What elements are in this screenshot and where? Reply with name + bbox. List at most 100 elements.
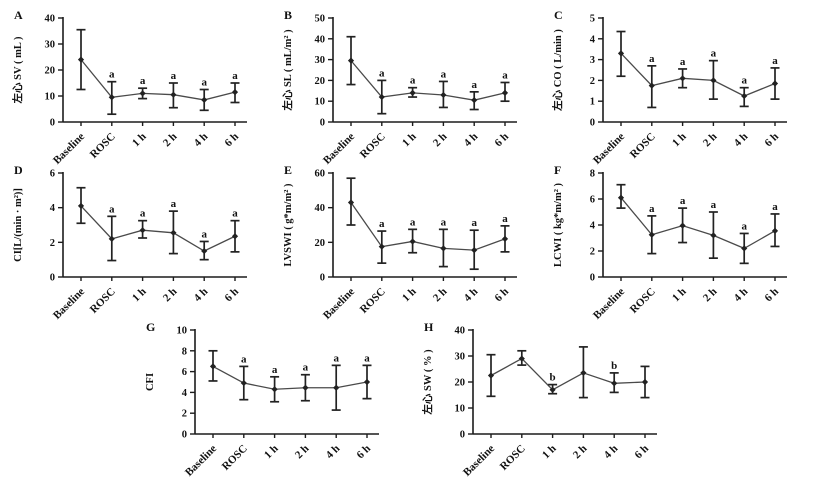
y-tick-label: 20 <box>315 238 326 249</box>
sig-letter: a <box>741 220 747 232</box>
data-point <box>108 94 115 101</box>
x-tick-label: 1 h <box>130 131 149 150</box>
sig-letter: a <box>232 70 238 82</box>
y-tick-label: 40 <box>455 326 466 337</box>
data-point <box>617 194 625 201</box>
x-tick-label: ROSC <box>628 131 658 161</box>
x-tick-label: Baseline <box>321 286 357 322</box>
data-line <box>620 52 776 97</box>
x-tick-label: 1 h <box>400 131 419 150</box>
data-point <box>471 97 478 104</box>
x-tick-label: 2 h <box>431 286 450 305</box>
data-point <box>378 243 385 250</box>
sig-letter: a <box>711 48 717 60</box>
y-tick-label: 30 <box>45 40 56 51</box>
x-tick-label: 2 h <box>431 131 450 150</box>
sig-letter: a <box>649 53 655 65</box>
data-line <box>212 365 368 390</box>
panel-a: A 0 10 20 30 40 左心 SV ( mL ) Baseline ROSC 1 h 2 … <box>8 8 273 167</box>
y-tick-label: 20 <box>315 76 326 87</box>
y-tick-label: 30 <box>455 352 466 363</box>
panel-c-chart: 0 1 2 3 4 5 左心 CO ( L/min ) Baseline ROSC 1 h 2 h 4… <box>551 14 787 167</box>
data-point <box>231 233 239 240</box>
data-point <box>240 379 247 387</box>
data-line <box>80 59 236 101</box>
y-tick-label: 10 <box>45 92 56 103</box>
panel-d-chart: 0 2 4 6 CI[L/(min · m²)] Baseline ROSC 1 h 2 h 4 … <box>13 169 247 322</box>
x-tick-label: 2 h <box>161 131 180 150</box>
data-point <box>302 384 309 391</box>
x-tick-label: ROSC <box>220 443 250 473</box>
data-point <box>741 92 748 100</box>
panel-d: D 0 2 4 6 CI[L/(min · m²)] Baseline ROSC 1 h 2 h… <box>8 163 273 322</box>
data-point <box>409 89 416 96</box>
y-tick-label: 2 <box>590 247 595 258</box>
sig-letter: a <box>441 68 447 80</box>
y-tick-label: 20 <box>45 66 56 77</box>
y-tick-label: 6 <box>182 367 187 378</box>
y-tick-label: 0 <box>590 273 595 284</box>
data-point <box>580 369 587 376</box>
data-point <box>201 247 208 255</box>
data-point <box>139 227 146 234</box>
x-tick-label: 6 h <box>354 443 373 462</box>
x-tick-label: 6 h <box>222 131 241 150</box>
data-point <box>710 232 717 239</box>
x-tick-label: ROSC <box>88 131 118 161</box>
y-tick-label: 0 <box>50 118 55 129</box>
panel-f-letter: F <box>554 163 562 177</box>
x-tick-label: ROSC <box>358 131 388 161</box>
x-tick-label: 4 h <box>732 131 751 150</box>
panel-b: B 0 10 20 30 40 50 左心 SL ( mL/m² ) Baseline ROSC… <box>278 8 543 167</box>
sig-letter: a <box>471 79 477 91</box>
y-tick-label: 0 <box>460 430 465 441</box>
x-tick-label: Baseline <box>51 131 87 167</box>
y-tick-label: 60 <box>315 169 326 180</box>
data-line <box>620 197 776 250</box>
y-axis-label: LCWI ( kg*m/m² ) <box>553 183 564 267</box>
y-tick-label: 2 <box>182 409 187 420</box>
y-tick-label: 10 <box>177 326 188 337</box>
sig-letter: a <box>241 353 247 365</box>
data-point <box>771 227 779 234</box>
x-tick-label: ROSC <box>88 286 118 316</box>
x-tick-label: 4 h <box>602 443 621 462</box>
data-point <box>501 235 509 242</box>
x-tick-label: 6 h <box>492 131 511 150</box>
sig-letter: a <box>140 208 146 220</box>
data-point <box>409 238 416 245</box>
x-tick-label: 1 h <box>670 131 689 150</box>
x-tick-label: ROSC <box>628 286 658 316</box>
panel-g-letter: G <box>146 320 156 334</box>
y-tick-label: 40 <box>315 34 326 45</box>
data-point <box>170 91 177 98</box>
data-point <box>617 50 625 57</box>
x-tick-label: Baseline <box>183 443 219 477</box>
y-tick-label: 4 <box>182 388 188 399</box>
y-tick-label: 1 <box>590 97 595 108</box>
data-point <box>271 386 278 393</box>
y-tick-label: 2 <box>590 76 595 87</box>
data-point <box>347 199 355 206</box>
y-axis-label: LVSWI ( g*m/m² ) <box>283 183 294 266</box>
panel-a-chart: 0 10 20 30 40 左心 SV ( mL ) Baseline ROSC 1 h 2 h 4… <box>11 14 247 167</box>
y-tick-label: 40 <box>315 203 326 214</box>
panel-a-letter: A <box>14 8 23 22</box>
sig-letter: b <box>550 372 556 384</box>
x-tick-label: 4 h <box>192 286 211 305</box>
sig-letter: a <box>333 352 339 364</box>
panel-h-letter: H <box>424 320 434 334</box>
sig-letter: a <box>441 216 447 228</box>
x-tick-label: 2 h <box>293 443 312 462</box>
panel-e-chart: 0 20 40 60 LVSWI ( g*m/m² ) Baseline ROSC 1 h 2 … <box>283 169 517 322</box>
x-tick-label: 1 h <box>130 286 149 305</box>
sig-letter: a <box>379 218 385 230</box>
sig-letter: a <box>741 75 747 87</box>
data-line <box>80 205 236 252</box>
x-tick-label: 2 h <box>161 286 180 305</box>
sig-letter: a <box>711 199 717 211</box>
data-point <box>641 378 649 386</box>
panel-c: C 0 1 2 3 4 5 左心 CO ( L/min ) Baseline ROSC 1 h 2 … <box>548 8 813 167</box>
sig-letter: a <box>272 364 278 376</box>
